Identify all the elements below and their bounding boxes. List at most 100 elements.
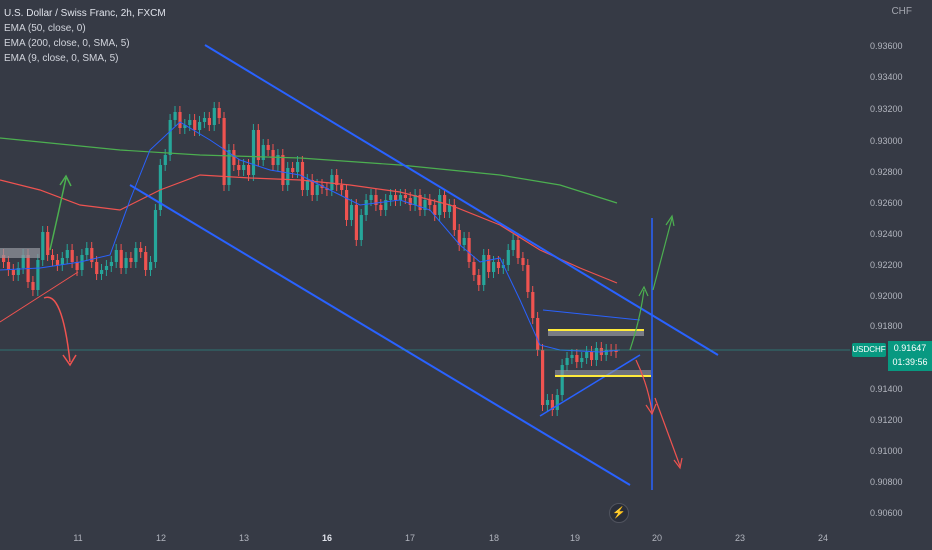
last-price: 0.91647 <box>893 343 927 353</box>
support-line <box>0 271 79 323</box>
candle-body <box>139 248 143 252</box>
candle-body <box>198 122 202 130</box>
trend-line <box>542 309 641 321</box>
zone-box <box>548 330 644 336</box>
candle-body <box>413 195 417 205</box>
lightning-icon[interactable]: ⚡ <box>609 503 629 523</box>
candle-body <box>36 260 40 290</box>
candle-body <box>580 358 584 362</box>
candle-body <box>428 200 432 205</box>
date-tick-label: 16 <box>321 533 333 543</box>
candle-body <box>149 262 153 270</box>
price-tick-label: 0.91800 <box>870 321 903 331</box>
arrow-down-path <box>635 359 653 413</box>
candle-body <box>340 185 344 190</box>
candle-body <box>403 195 407 198</box>
candle-body <box>379 205 383 210</box>
candle-body <box>354 205 358 240</box>
candle-body <box>457 230 461 245</box>
candle-body <box>251 130 256 175</box>
candle-body <box>555 395 559 410</box>
candle-body <box>394 195 398 200</box>
candle-body <box>335 175 339 185</box>
candle-body <box>178 112 182 128</box>
candle-body <box>31 282 35 290</box>
candle-body <box>124 258 128 268</box>
candle-body <box>104 266 109 270</box>
candle-body <box>531 292 535 318</box>
arrow-down-head <box>62 354 77 367</box>
candle-body <box>55 260 60 265</box>
date-tick-label: 23 <box>734 533 746 543</box>
candle-body <box>575 355 579 362</box>
date-tick-label: 24 <box>817 533 829 543</box>
symbol-title[interactable]: U.S. Dollar / Swiss Franc, 2h, FXCM <box>4 8 166 19</box>
arrow-up-head <box>665 214 675 227</box>
candle-body <box>364 200 368 215</box>
chart-legend: U.S. Dollar / Swiss Franc, 2h, FXCM EMA … <box>4 6 166 66</box>
candle-body <box>462 238 466 245</box>
arrow-down-path <box>654 397 681 467</box>
candle-body <box>496 262 501 268</box>
candle-body <box>158 165 162 210</box>
candle-body <box>452 205 456 230</box>
candle-body <box>565 358 569 365</box>
candle-body <box>438 195 442 215</box>
candle-body <box>227 150 231 185</box>
candle-body <box>6 262 11 270</box>
candle-body <box>90 248 94 262</box>
candle-body <box>85 248 89 255</box>
bar-countdown: 01:39:56 <box>892 357 928 367</box>
candle-body <box>144 252 148 270</box>
price-tick-label: 0.91400 <box>870 384 903 394</box>
candle-body <box>109 262 113 266</box>
candle-body <box>183 125 187 128</box>
ema-50-line <box>0 174 618 284</box>
candle-body <box>296 162 300 172</box>
candle-body <box>521 258 525 265</box>
date-tick-label: 17 <box>404 533 416 543</box>
candle-body <box>482 255 486 285</box>
candle-body <box>163 155 167 165</box>
candle-body <box>41 232 45 260</box>
candle-body <box>560 365 564 395</box>
candle-body <box>590 352 594 360</box>
candle-body <box>374 195 378 205</box>
candle-body <box>305 180 309 190</box>
channel-lower-line <box>129 184 631 486</box>
candle-body <box>487 255 491 272</box>
candle-body <box>286 168 290 185</box>
candle-body <box>585 352 589 358</box>
candle-body <box>80 255 84 270</box>
candle-body <box>604 350 608 355</box>
last-price-badge: 0.91647 01:39:56 <box>888 341 932 371</box>
candle-body <box>65 250 69 258</box>
candle-body <box>173 112 177 120</box>
candle-body <box>545 400 550 405</box>
date-tick-label: 11 <box>73 533 83 543</box>
indicator-ema-200[interactable]: EMA (200, close, 0, SMA, 5) <box>4 38 130 49</box>
arrow-up-path <box>49 177 67 251</box>
price-tick-label: 0.92600 <box>870 198 903 208</box>
candle-body <box>541 350 545 405</box>
arrow-down-path <box>43 296 71 363</box>
price-tick-label: 0.93200 <box>870 104 903 114</box>
candle-body <box>516 240 520 258</box>
arrow-up-path <box>652 217 673 291</box>
indicator-ema-9[interactable]: EMA (9, close, 0, SMA, 5) <box>4 53 119 64</box>
ema-200-line <box>0 137 618 204</box>
indicator-ema-50[interactable]: EMA (50, close, 0) <box>4 23 86 34</box>
candle-body <box>247 165 251 175</box>
price-tick-label: 0.92800 <box>870 167 903 177</box>
candle-body <box>95 262 99 274</box>
candle-body <box>212 108 216 125</box>
date-tick-label: 13 <box>238 533 250 543</box>
candle-body <box>433 205 437 215</box>
zone-box <box>555 370 651 376</box>
candle-body <box>232 150 236 165</box>
candle-body <box>418 195 422 210</box>
candle-body <box>536 318 540 350</box>
candle-body <box>369 195 373 200</box>
candle-body <box>447 205 452 212</box>
